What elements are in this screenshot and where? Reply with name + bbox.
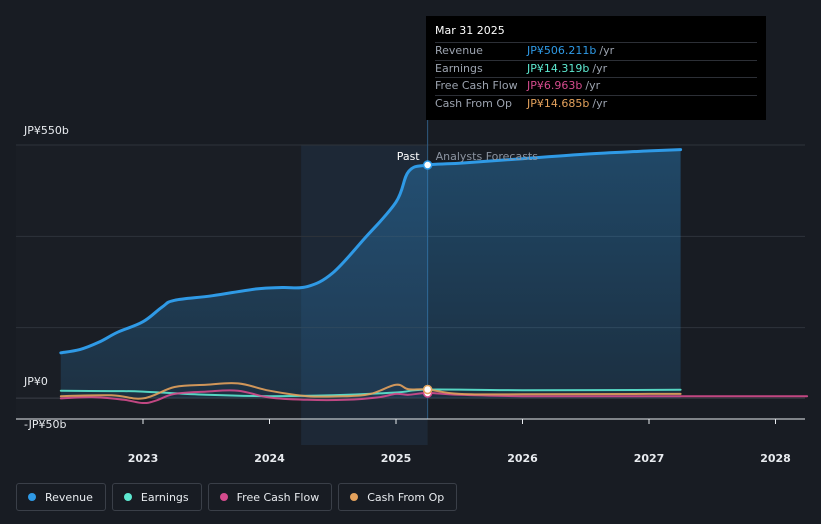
tooltip-rows: Revenue JP¥506.211b/yr Earnings JP¥14.319b /… (435, 42, 757, 112)
x-tick-label: 2023 (128, 452, 159, 465)
tooltip-row-value: JP¥6.963b (527, 79, 583, 92)
legend-item-earnings[interactable]: Earnings (111, 483, 202, 511)
series-line-revenue (59, 148, 683, 355)
legend-item-cash-from-op[interactable]: Cash From Op (338, 483, 458, 511)
legend-item-revenue[interactable]: Revenue (16, 483, 106, 511)
tooltip-row-label: Free Cash Flow (435, 79, 518, 92)
chart-labels: JP¥550b JP¥0 -JP¥50b 2023 2024 2025 2026 2027 20… (23, 124, 791, 465)
axes (16, 418, 805, 424)
legend-dot-icon (350, 493, 359, 501)
revenue-area-fill (60, 149, 681, 399)
tooltip-row-label: Revenue (435, 44, 483, 57)
y-tick-label: JP¥0 (23, 375, 48, 388)
tooltip-row-label: Earnings (435, 61, 483, 75)
tooltip-row-value: JP¥506.211b (527, 44, 597, 57)
legend-label: Revenue (45, 490, 93, 504)
legend-label: Earnings (140, 490, 189, 504)
y-tick-label: -JP¥50b (24, 418, 66, 431)
tooltip-row-value: JP¥14.685b (527, 96, 590, 110)
tooltip-row-unit: /yr (585, 79, 601, 92)
chart-legend: Revenue Earnings Free Cash Flow Cash From O… (16, 483, 458, 511)
tooltip-row-label: Cash From Op (435, 96, 513, 110)
tooltip-row-unit: /yr (592, 61, 608, 75)
hover-marker-revenue (422, 160, 433, 170)
x-tick-label: 2027 (634, 452, 665, 465)
x-tick-label: 2024 (254, 452, 285, 465)
series-line-earnings (59, 388, 682, 398)
tooltip-row: Revenue JP¥506.211b/yr (435, 42, 757, 60)
past-label: Past (397, 150, 421, 163)
legend-dot-icon (219, 493, 228, 501)
legend-label: Free Cash Flow (236, 490, 320, 504)
x-tick-label: 2026 (507, 452, 538, 465)
series-line-free-cash-flow (59, 389, 809, 405)
revenue-area (60, 149, 681, 399)
legend-dot-icon (123, 493, 132, 501)
tooltip-row: Free Cash Flow JP¥6.963b/yr (435, 77, 757, 95)
hover-marker-cash-from-op (422, 384, 433, 395)
hover-tooltip: Mar 31 2025 Revenue JP¥506.211b/yr Earning… (426, 16, 766, 120)
x-tick-label: 2025 (381, 452, 412, 465)
tooltip-row: Cash From Op JP¥14.685b/yr (435, 94, 757, 113)
tooltip-row-unit: /yr (599, 44, 615, 57)
tooltip-row: Earnings JP¥14.319b/yr (435, 59, 757, 78)
legend-dot-icon (28, 493, 36, 501)
legend-label: Cash From Op (367, 490, 445, 504)
series-line-cash-from-op (59, 382, 682, 400)
tooltip-row-unit: /yr (592, 96, 608, 110)
tooltip-row-value: JP¥14.319b (527, 61, 590, 75)
legend-item-free-cash-flow[interactable]: Free Cash Flow (207, 483, 333, 511)
forecast-label: Analysts Forecasts (436, 150, 539, 163)
series-lines (59, 148, 809, 405)
y-tick-label: JP¥550b (23, 124, 69, 137)
tooltip-date: Mar 31 2025 (435, 24, 505, 37)
x-tick-label: 2028 (760, 452, 791, 465)
